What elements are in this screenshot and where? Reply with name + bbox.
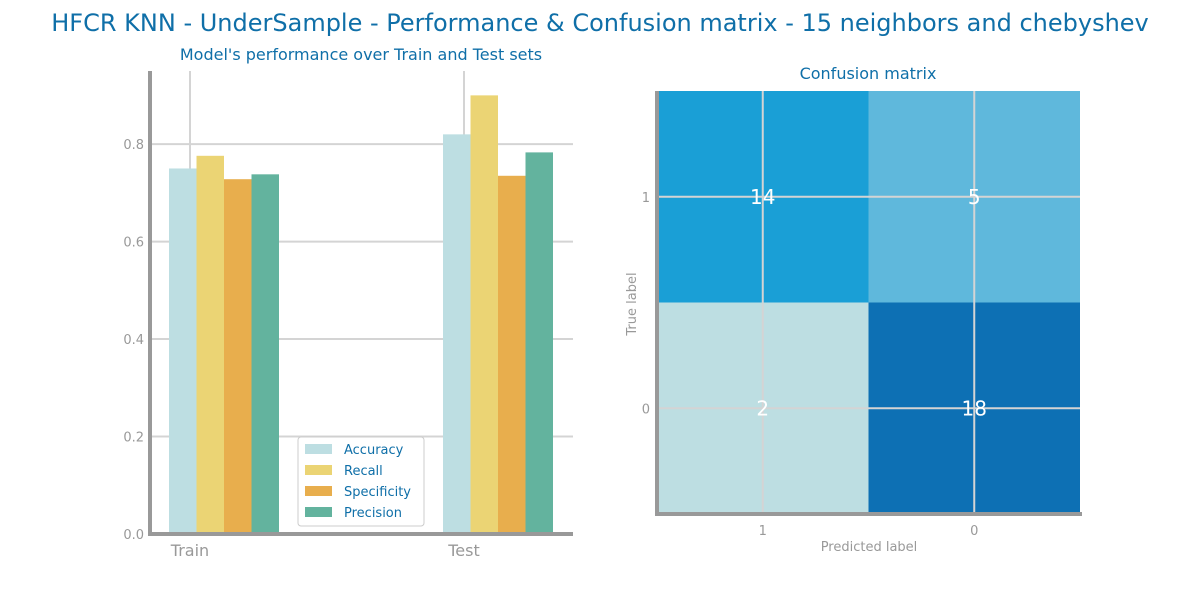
legend-label-accuracy: Accuracy [344, 443, 404, 458]
confusion-matrix-title: Confusion matrix [800, 64, 937, 83]
bar-chart-title: Model's performance over Train and Test … [180, 45, 542, 64]
cm-cell-value: 14 [750, 185, 775, 209]
bar-chart-legend: Accuracy Recall Specificity Precision [297, 436, 425, 527]
confusion-matrix-grid [657, 91, 1080, 514]
cm-cell-value: 5 [968, 185, 981, 209]
confusion-matrix-cell-labels: 14 5 2 18 [750, 185, 987, 421]
bar-accuracy-test [443, 134, 471, 534]
confusion-matrix-cells [657, 91, 1080, 514]
confusion-matrix-xlabel: Predicted label [821, 540, 918, 555]
bar-accuracy-train [169, 168, 197, 534]
cm-x-tick-label: 0 [970, 524, 978, 539]
x-tick-label: Train [170, 541, 209, 560]
bar-recall-train [196, 155, 224, 534]
cm-y-tick-label: 1 [642, 191, 650, 206]
bar-chart-bars [169, 95, 553, 535]
legend-label-recall: Recall [344, 464, 383, 479]
bar-chart: Model's performance over Train and Test … [123, 45, 573, 560]
cm-cell-value: 18 [962, 396, 987, 420]
confusion-matrix-ylabel: True label [625, 272, 640, 336]
x-tick-label: Test [447, 541, 480, 560]
figure-title: HFCR KNN - UnderSample - Performance & C… [51, 9, 1149, 37]
legend-swatch-recall [305, 465, 332, 475]
bar-precision-test [525, 152, 553, 534]
legend-swatch-precision [305, 507, 332, 517]
cm-cell-value: 2 [756, 396, 769, 420]
bar-chart-axes: 0.0 0.2 0.4 0.6 0.8 Train Test [123, 71, 573, 560]
bar-precision-train [251, 174, 279, 535]
legend-swatch-specificity [305, 486, 332, 496]
cm-x-tick-label: 1 [759, 524, 767, 539]
legend-box [297, 436, 425, 527]
y-tick-label: 0.8 [123, 138, 144, 153]
y-tick-label: 0.6 [123, 236, 144, 251]
legend-label-specificity: Specificity [344, 485, 411, 500]
legend-swatch-accuracy [305, 444, 332, 454]
cm-y-tick-label: 0 [642, 402, 650, 417]
bar-recall-test [470, 95, 498, 535]
bar-specificity-test [498, 175, 526, 534]
confusion-matrix: Confusion matrix 14 5 2 18 1 0 1 0 Predicted l… [625, 64, 1082, 555]
y-tick-label: 0.0 [123, 528, 144, 543]
y-tick-label: 0.2 [123, 431, 144, 446]
legend-label-precision: Precision [344, 506, 402, 521]
bar-specificity-train [224, 179, 252, 534]
y-tick-label: 0.4 [123, 333, 144, 348]
confusion-matrix-axes: 1 0 1 0 [642, 91, 1082, 539]
